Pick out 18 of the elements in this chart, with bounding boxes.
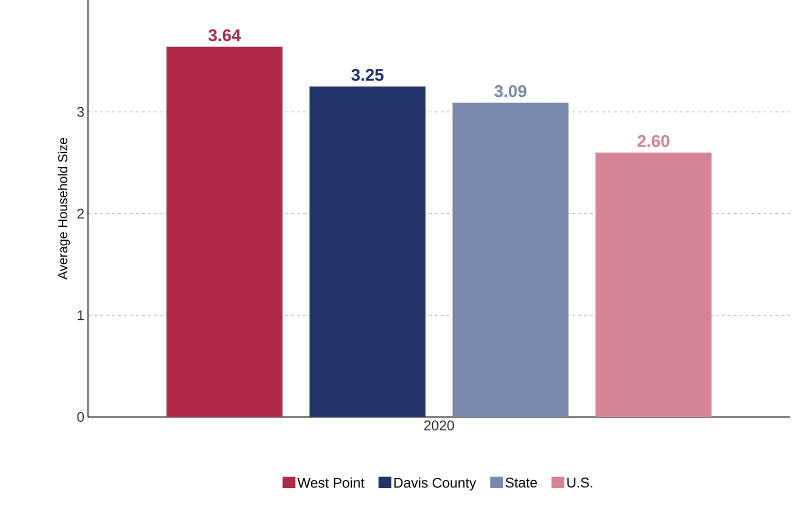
bar [596, 152, 712, 417]
legend-label: State [506, 478, 537, 488]
x-tick-label: 2020 [424, 420, 454, 430]
legend-label: Davis County [394, 477, 476, 490]
y-axis-title: Average Household Size [58, 138, 70, 280]
data-label: 3.25 [351, 68, 384, 81]
legend-label: U.S. [567, 478, 592, 488]
data-label: 3.64 [208, 29, 241, 42]
data-label: 3.09 [494, 85, 526, 98]
y-tick-label: 1 [78, 310, 84, 320]
data-label: 2.60 [638, 135, 670, 148]
bar [310, 86, 426, 417]
bar [452, 102, 569, 417]
legend-label: West Point [297, 477, 364, 488]
y-tick-label: 0 [77, 412, 84, 422]
y-tick-label: 2 [77, 208, 84, 218]
bar [166, 46, 283, 417]
y-tick-label: 3 [77, 106, 84, 117]
